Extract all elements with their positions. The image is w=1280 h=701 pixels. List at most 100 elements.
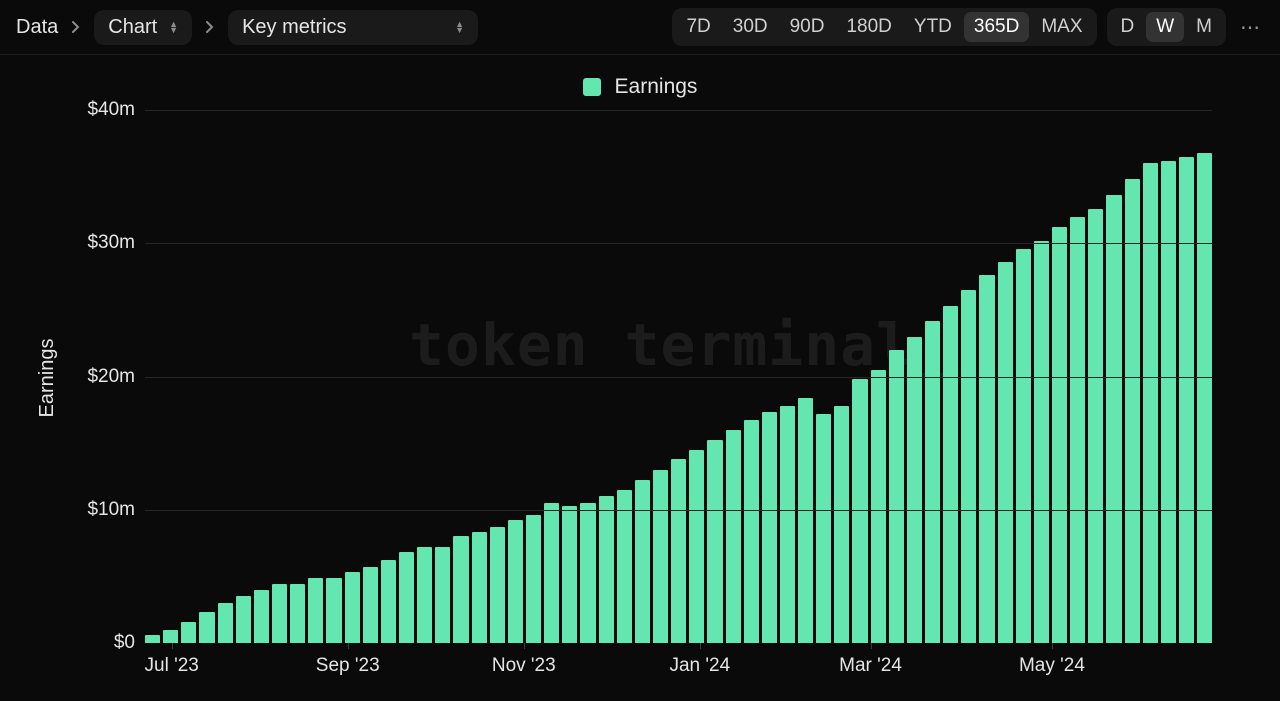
bar[interactable] [381,560,396,643]
granularity-m[interactable]: M [1186,12,1222,42]
chart-area: Earnings Earnings token terminal_ $0$10m… [0,55,1280,701]
range-90d[interactable]: 90D [780,12,835,42]
x-tick-mark [348,643,349,649]
bar[interactable] [526,515,541,643]
bar[interactable] [1088,209,1103,643]
bar[interactable] [635,480,650,643]
bar[interactable] [1070,217,1085,643]
bar[interactable] [417,547,432,643]
x-tick-mark [871,643,872,649]
granularity-d[interactable]: D [1111,12,1145,42]
bar[interactable] [907,337,922,643]
range-ytd[interactable]: YTD [904,12,962,42]
bar[interactable] [653,470,668,643]
range-max[interactable]: MAX [1031,12,1092,42]
bar[interactable] [562,506,577,643]
bar[interactable] [163,630,178,643]
x-tick-label: Sep '23 [316,655,380,677]
gridline [145,243,1212,244]
bar[interactable] [580,503,595,643]
bar[interactable] [1197,153,1212,643]
granularity-group: DWM [1107,8,1227,46]
bar[interactable] [308,578,323,643]
toolbar: Data Chart ▲▼ Key metrics ▲▼ 7D30D90D180… [0,0,1280,55]
bar[interactable] [834,406,849,643]
bar[interactable] [453,536,468,643]
granularity-w[interactable]: W [1146,12,1184,42]
bar[interactable] [472,532,487,643]
bar[interactable] [961,290,976,643]
view-selector[interactable]: Chart ▲▼ [94,10,192,45]
bar[interactable] [1034,241,1049,643]
bar[interactable] [199,612,214,643]
gridline [145,377,1212,378]
y-tick-label: $0 [70,632,135,654]
bar[interactable] [218,603,233,643]
bar[interactable] [943,306,958,643]
bar[interactable] [544,503,559,643]
x-tick-label: Jan '24 [669,655,730,677]
bar[interactable] [1161,161,1176,643]
bar[interactable] [435,547,450,643]
bar[interactable] [1179,157,1194,643]
bar[interactable] [744,420,759,643]
legend: Earnings [0,75,1280,99]
view-selector-label: Chart [108,16,157,39]
gridline [145,510,1212,511]
bar[interactable] [1143,163,1158,643]
bar[interactable] [181,622,196,643]
bar[interactable] [1052,227,1067,643]
more-menu-button[interactable]: ⋯ [1236,13,1264,41]
bar[interactable] [1106,195,1121,643]
x-tick-label: Nov '23 [492,655,556,677]
bar[interactable] [363,567,378,643]
bar[interactable] [617,490,632,643]
y-tick-label: $20m [70,366,135,388]
bar[interactable] [871,370,886,643]
x-tick-mark [700,643,701,649]
bar[interactable] [780,406,795,643]
breadcrumb-root[interactable]: Data [16,16,58,39]
bar[interactable] [707,440,722,643]
bar[interactable] [345,572,360,643]
bar[interactable] [399,552,414,643]
metric-selector[interactable]: Key metrics ▲▼ [228,10,478,45]
bar[interactable] [852,379,867,643]
plot-region: token terminal_ $0$10m$20m$30m$40mJul '2… [145,110,1212,643]
x-tick-mark [172,643,173,649]
chevron-right-icon [202,19,218,35]
updown-icon: ▲▼ [169,21,178,33]
bar[interactable] [490,527,505,643]
bar[interactable] [1125,179,1140,643]
bar[interactable] [762,412,777,643]
range-7d[interactable]: 7D [676,12,720,42]
bar[interactable] [508,520,523,643]
x-tick-label: Jul '23 [145,655,199,677]
bar[interactable] [326,578,341,643]
updown-icon: ▲▼ [455,21,464,33]
y-tick-label: $10m [70,499,135,521]
y-tick-label: $40m [70,99,135,121]
bar[interactable] [254,590,269,643]
time-range-group: 7D30D90D180DYTD365DMAX [672,8,1096,46]
bar[interactable] [998,262,1013,643]
range-365d[interactable]: 365D [964,12,1029,42]
bar[interactable] [671,459,686,643]
legend-label: Earnings [615,75,698,99]
bar[interactable] [979,275,994,643]
bar[interactable] [272,584,287,643]
bar[interactable] [599,496,614,643]
bar[interactable] [290,584,305,643]
chevron-right-icon [68,19,84,35]
bar[interactable] [925,321,940,643]
bar[interactable] [236,596,251,643]
bar[interactable] [689,450,704,643]
bar[interactable] [816,414,831,643]
bar[interactable] [145,635,160,643]
range-30d[interactable]: 30D [723,12,778,42]
bar[interactable] [798,398,813,643]
bar[interactable] [726,430,741,643]
bar[interactable] [889,350,904,643]
bar[interactable] [1016,249,1031,643]
range-180d[interactable]: 180D [836,12,901,42]
